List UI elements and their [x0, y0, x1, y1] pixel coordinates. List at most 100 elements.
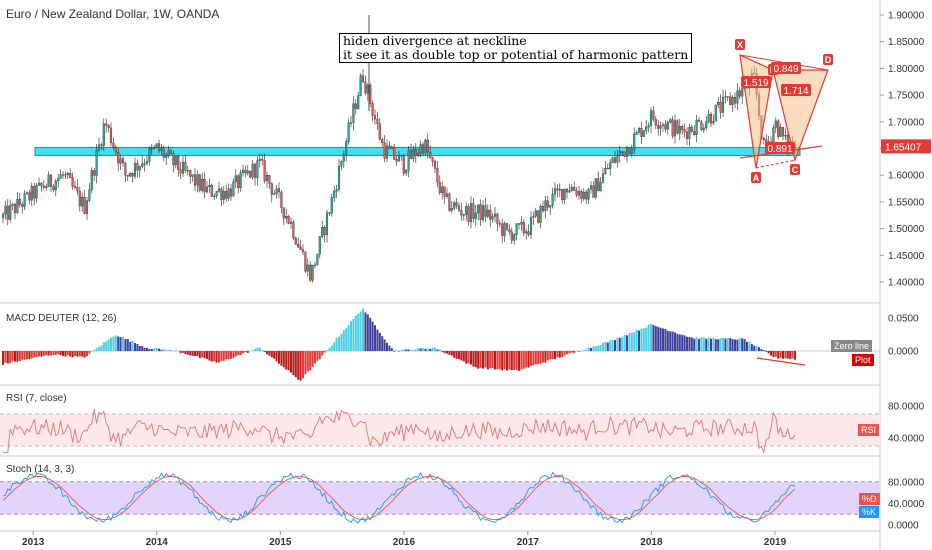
macd-bar — [189, 351, 192, 356]
macd-bar — [741, 338, 744, 351]
macd-bar — [35, 351, 38, 358]
macd-bar — [330, 345, 333, 351]
candle-body — [568, 190, 571, 193]
annotation-line-2: it see it as double top or potential of … — [343, 47, 689, 62]
macd-bar — [429, 348, 432, 351]
macd-bar — [458, 351, 460, 360]
candle-body — [311, 264, 314, 281]
macd-bar — [93, 350, 96, 351]
legend-rsi: RSI — [858, 424, 880, 436]
candle-body — [721, 97, 725, 113]
macd-divergence-line — [756, 357, 806, 366]
candle-body — [373, 115, 377, 120]
macd-bar — [354, 315, 357, 351]
candle-body — [126, 174, 129, 177]
candle-body — [700, 121, 703, 130]
candle-body — [589, 185, 593, 190]
pattern-point-label: C — [792, 165, 799, 175]
candle-body — [155, 143, 158, 148]
macd-bar — [417, 348, 420, 351]
candle-body — [575, 190, 578, 196]
macd-bar — [460, 351, 463, 361]
macd-bar — [496, 351, 499, 370]
macd-bar — [242, 351, 244, 354]
candle-body — [157, 143, 161, 151]
macd-bar — [640, 328, 643, 351]
macd-bar — [621, 337, 624, 351]
candle-body — [222, 191, 225, 200]
macd-bar — [791, 351, 794, 359]
macd-tick-label: 0.0500 — [888, 314, 919, 325]
macd-bar — [758, 347, 760, 351]
last-price-tag — [881, 139, 931, 154]
macd-bar — [746, 341, 748, 351]
candle-body — [738, 90, 741, 97]
candle-body — [73, 186, 77, 188]
candle-body — [227, 188, 230, 199]
macd-bar — [335, 338, 338, 351]
macd-bar — [748, 341, 751, 351]
y-tick-label: 1.45000 — [888, 251, 925, 262]
macd-bar — [719, 338, 722, 351]
candle-body — [268, 175, 271, 184]
macd-bar — [623, 335, 626, 351]
candle-body — [354, 103, 357, 109]
macd-bar — [426, 348, 429, 351]
candle-body — [777, 120, 780, 137]
candle-body — [112, 142, 115, 148]
candle-body — [645, 126, 648, 131]
macd-bar — [50, 351, 52, 356]
macd-bar — [657, 326, 660, 351]
annotation-line-1: hiden divergence at neckline — [343, 33, 527, 48]
candle-body — [472, 203, 475, 219]
macd-bar — [30, 351, 33, 359]
macd-bar — [726, 337, 729, 351]
macd-bar — [465, 351, 468, 364]
candle-body — [304, 251, 307, 272]
macd-bar — [124, 339, 127, 351]
candle-body — [784, 135, 787, 137]
macd-bar — [83, 351, 86, 358]
candle-body — [349, 122, 353, 124]
macd-bar — [338, 336, 340, 351]
annotation-box[interactable]: hiden divergence at neckline it see it a… — [339, 33, 693, 63]
macd-bar — [208, 351, 211, 361]
candle-body — [457, 205, 461, 211]
candle-body — [582, 191, 585, 199]
macd-bar — [150, 349, 153, 351]
macd-bar — [530, 351, 532, 366]
macd-bar — [467, 351, 470, 364]
macd-bar — [311, 351, 314, 367]
candle-body — [198, 174, 201, 191]
stoch-band — [0, 481, 880, 515]
macd-bar — [105, 341, 108, 351]
macd-bar — [225, 351, 228, 360]
macd-bar — [275, 351, 278, 362]
candle-body — [549, 205, 552, 208]
macd-bar — [614, 340, 616, 351]
candle-body — [114, 146, 117, 153]
macd-bar — [390, 348, 393, 351]
macd-bar — [578, 351, 580, 352]
candle-body — [520, 221, 523, 225]
macd-bar — [599, 345, 602, 351]
macd-bar — [470, 351, 472, 365]
macd-bar — [522, 351, 525, 369]
candle-body — [467, 206, 470, 222]
candle-body — [481, 205, 485, 220]
candle-body — [241, 169, 245, 174]
candle-body — [635, 132, 638, 135]
stoch-tick-label: 0.0000 — [888, 521, 919, 532]
macd-bar — [2, 351, 4, 365]
candle-body — [594, 178, 597, 198]
macd-bar — [126, 339, 129, 351]
macd-bar — [602, 342, 604, 351]
candle-body — [541, 205, 545, 211]
grid — [0, 0, 881, 550]
macd-bar — [484, 351, 487, 368]
candle-body — [597, 178, 600, 192]
macd-bar — [506, 351, 508, 371]
candle-body — [565, 188, 569, 193]
macd-bar — [131, 341, 134, 351]
